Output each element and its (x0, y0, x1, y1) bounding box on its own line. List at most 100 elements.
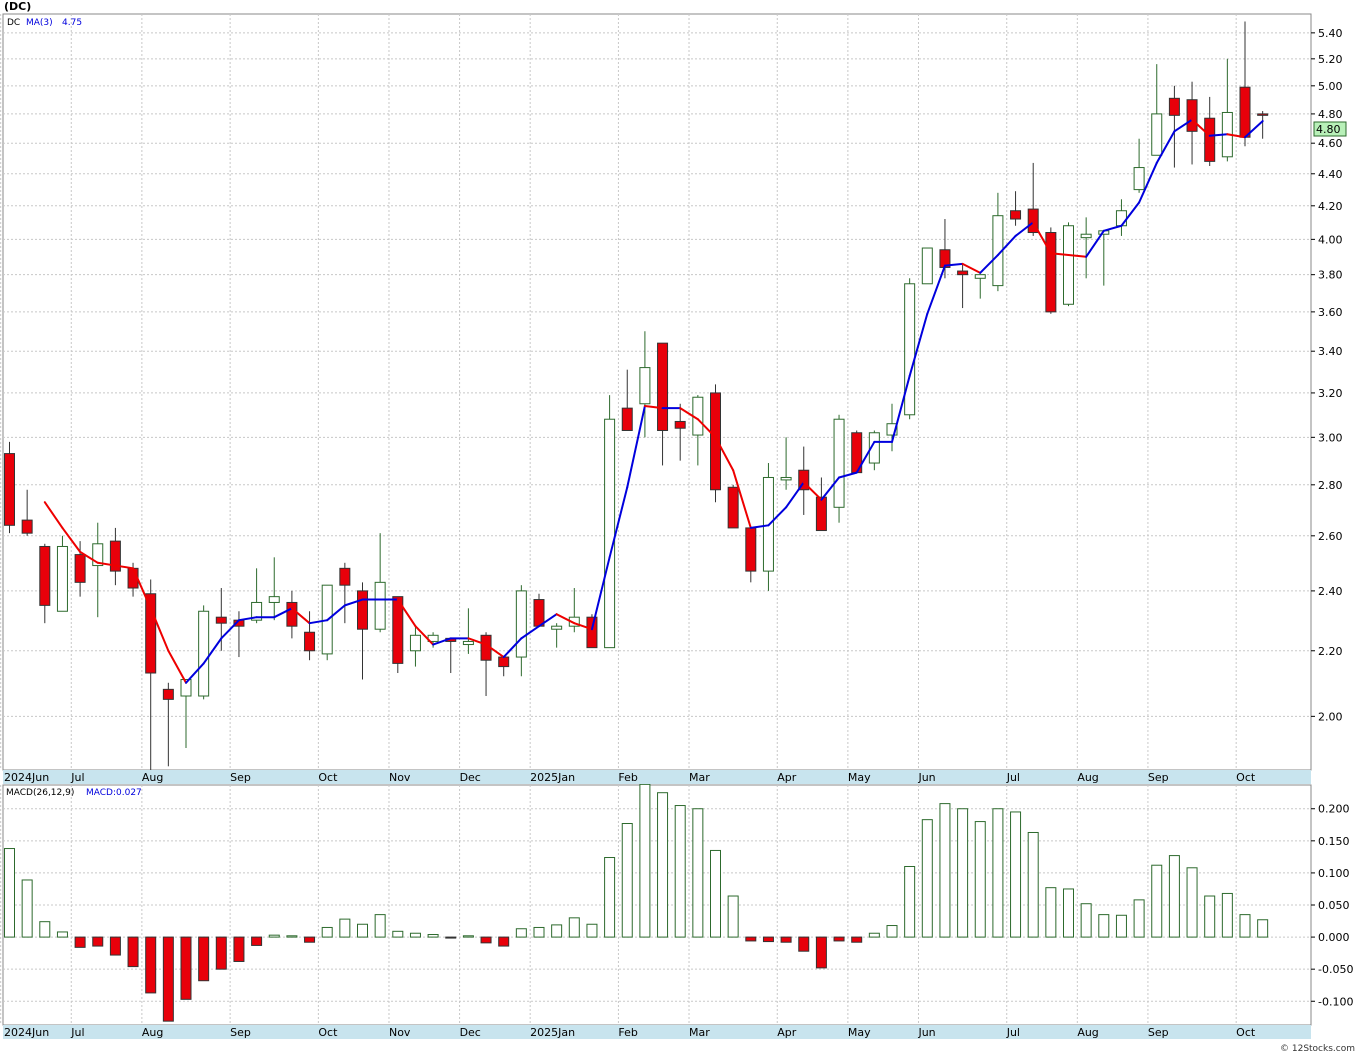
candle-body (1010, 210, 1022, 220)
candle-body (1204, 117, 1216, 162)
candle-body (921, 247, 933, 285)
price-x-axis: 2024Jun Jul Aug Sep Oct Nov Dec 2025Jan Feb Mar Ap… (4, 771, 1256, 784)
symbol-title: (DC) (4, 0, 31, 13)
candle-body (109, 540, 121, 572)
ma3-segment (838, 471, 858, 479)
macd-bar (92, 936, 104, 947)
macd-bar (604, 857, 616, 938)
ma3-segment (220, 619, 240, 640)
macd-x-tick-label: Mar (689, 1026, 710, 1039)
candle (974, 274, 986, 299)
ma3-segment (343, 598, 364, 607)
ma3-segment (679, 407, 699, 421)
macd-x-tick-label: Sep (230, 1026, 251, 1039)
candle-body (1080, 233, 1092, 239)
macd-x-tick-label: Feb (618, 1026, 637, 1039)
ma3-segment (855, 440, 876, 474)
macd-bar (357, 923, 368, 938)
ma3-segment (749, 524, 770, 529)
macd-x-tick-label: Dec (460, 1026, 481, 1039)
ma3-segment (573, 622, 593, 631)
candle (1063, 222, 1074, 307)
macd-histogram (4, 783, 1269, 1022)
price-y-tick-label: 4.40 (1318, 168, 1343, 181)
price-y-tick-label: 2.80 (1318, 479, 1343, 492)
macd-bar (1115, 914, 1127, 938)
price-x-tick-label: Nov (389, 771, 411, 784)
ma3-segment (961, 262, 982, 274)
macd-bar (674, 805, 686, 938)
candle (145, 579, 157, 770)
ma3-segment (1244, 120, 1264, 139)
candle (251, 568, 263, 624)
macd-bar (304, 936, 316, 943)
candle (304, 611, 316, 661)
macd-x-tick-label: Oct (1236, 1026, 1256, 1039)
ma3-segment (1208, 133, 1229, 137)
macd-x-tick-label: Nov (389, 1026, 411, 1039)
ma3-segment (326, 604, 346, 622)
macd-y-tick-label: -0.050 (1318, 963, 1353, 976)
candle-body (268, 596, 280, 603)
candle (1045, 227, 1057, 314)
candle (1151, 64, 1163, 156)
candle-body (21, 519, 33, 534)
ma3-segment (1138, 161, 1158, 204)
macd-bar (657, 792, 669, 938)
macd-bar (1133, 899, 1145, 938)
macd-bar (957, 808, 969, 938)
macd-bar (162, 936, 174, 1022)
macd-bar (4, 848, 15, 938)
price-x-tick-label: Jul (70, 771, 84, 784)
macd-y-tick-label: 0.050 (1318, 899, 1350, 912)
ma3-segment (79, 550, 99, 564)
candle (1257, 111, 1269, 139)
ma3-segment (1173, 118, 1194, 133)
ma3-segment (414, 625, 435, 646)
price-x-tick-label: Dec (460, 771, 481, 784)
macd-bar (198, 936, 210, 982)
price-x-axis-strip (3, 770, 1311, 784)
candle-body (515, 590, 527, 658)
macd-x-axis-strip (3, 1025, 1311, 1039)
price-x-tick-label: Aug (142, 771, 163, 784)
price-y-tick-label: 4.20 (1318, 200, 1343, 213)
candle-body (1186, 99, 1198, 132)
candle-body (551, 625, 563, 630)
ma3-segment (908, 312, 929, 377)
candle-body (4, 453, 15, 526)
ma3-segment (485, 643, 505, 659)
ma3-segment (643, 404, 664, 410)
candle-body (1115, 210, 1127, 227)
ma3-segment (290, 607, 311, 625)
legend-ma-value: 4.75 (62, 18, 82, 28)
ma3-segment (538, 613, 558, 628)
candle (374, 533, 386, 633)
macd-bar (992, 808, 1004, 938)
ma3-segment (396, 598, 417, 628)
ma3-segment (432, 637, 452, 646)
candle (268, 557, 280, 621)
candle-body (56, 545, 68, 612)
price-x-tick-label: Feb (618, 771, 637, 784)
candle-body (974, 274, 986, 279)
ma3-segment (520, 625, 540, 640)
ma3-segment (1049, 252, 1070, 257)
macd-bar (1098, 914, 1110, 938)
candle (162, 682, 174, 767)
candle-body (251, 601, 263, 621)
macd-y-tick-label: 0.100 (1318, 867, 1350, 880)
macd-bar (286, 935, 298, 938)
macd-bar (639, 783, 651, 938)
macd-x-tick-label: 2024Jun (4, 1026, 49, 1039)
macd-bar (921, 819, 933, 938)
macd-y-tick-label: 0.200 (1318, 803, 1350, 816)
candle (639, 331, 651, 438)
candle-body (710, 392, 721, 491)
candle-body (533, 599, 545, 627)
candle-body (215, 616, 227, 624)
candle-body (374, 581, 386, 630)
price-y-tick-label: 3.60 (1318, 306, 1343, 319)
price-x-tick-label: Sep (1148, 771, 1169, 784)
